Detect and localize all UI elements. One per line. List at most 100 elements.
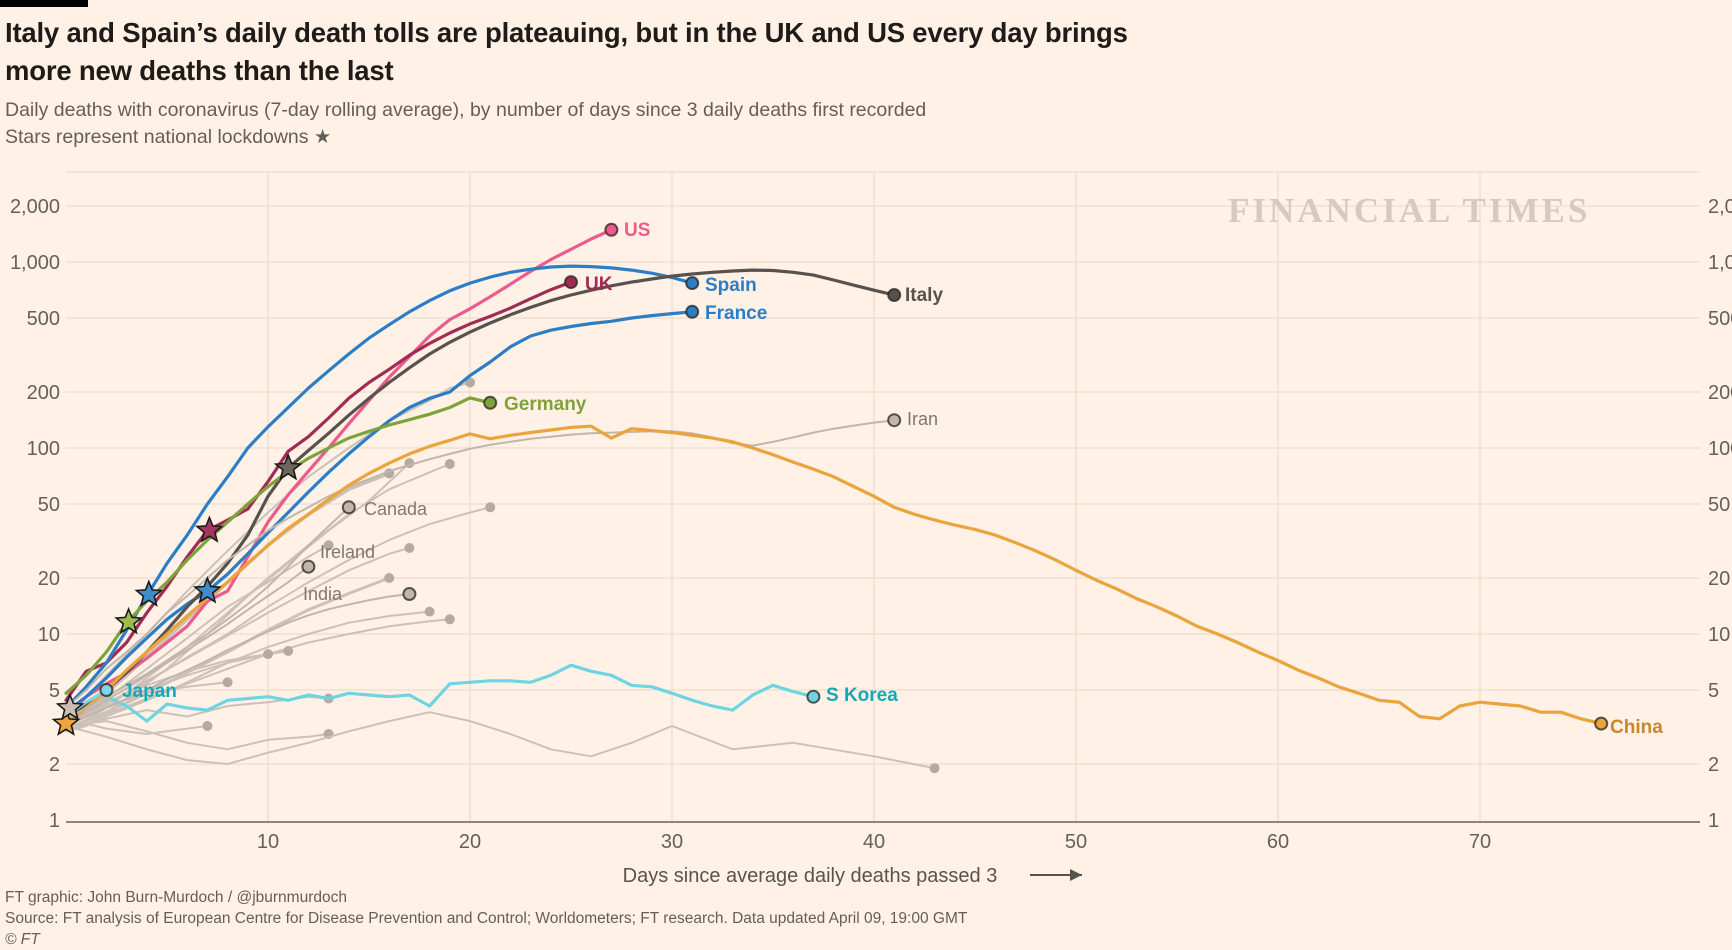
background-country-end-dot xyxy=(404,543,415,553)
background-country-end-dot xyxy=(465,377,475,388)
series-end-dot-iran xyxy=(887,413,902,428)
title-line-2: more new deaths than the last xyxy=(5,55,394,86)
series-line-s-korea xyxy=(104,663,815,723)
background-country-end-dot xyxy=(929,763,940,774)
x-axis-arrowhead xyxy=(1070,869,1082,881)
background-country-end-dot xyxy=(444,614,455,625)
country-label-us: US xyxy=(624,220,650,241)
background-country-line xyxy=(64,576,391,731)
x-axis-title: Days since average daily deaths passed 3 xyxy=(623,865,998,887)
series-end-dot-france xyxy=(685,304,700,319)
y-axis-label-right: 1,000 xyxy=(1708,252,1732,274)
y-axis-label-left: 20 xyxy=(38,568,60,590)
background-country-end-dot xyxy=(485,502,496,513)
series-line-china xyxy=(64,424,1603,726)
country-label-uk: UK xyxy=(585,274,613,295)
x-axis-tick-label: 10 xyxy=(257,831,279,853)
footer-source: Source: FT analysis of European Centre f… xyxy=(5,910,968,927)
country-label-ireland: Ireland xyxy=(320,542,375,562)
series-end-dot-italy xyxy=(887,288,902,302)
lockdown-star-italy xyxy=(273,452,303,481)
country-label-spain: Spain xyxy=(705,275,757,296)
country-label-india: India xyxy=(303,584,343,604)
y-axis-label-left: 1 xyxy=(49,810,60,832)
country-label-germany: Germany xyxy=(504,394,587,415)
y-axis-label-left: 2 xyxy=(49,754,60,776)
background-country-end-dot xyxy=(384,573,395,583)
background-country-line xyxy=(65,711,936,770)
background-country-line xyxy=(65,681,229,725)
series-line-ireland xyxy=(65,565,310,725)
x-axis-tick-label: 20 xyxy=(459,831,481,853)
background-country-line xyxy=(65,610,431,733)
y-axis-label-left: 100 xyxy=(27,438,60,460)
series-line-spain xyxy=(64,264,694,710)
footer-credit: FT graphic: John Burn-Murdoch / @jburnmu… xyxy=(5,889,347,906)
series-end-dot-uk xyxy=(564,275,578,290)
lockdown-star-china xyxy=(51,708,81,736)
y-axis-label-right: 200 xyxy=(1708,382,1732,404)
country-label-s-korea: S Korea xyxy=(826,685,898,706)
financial-times-watermark: FINANCIAL TIMES xyxy=(1228,191,1590,230)
y-axis-label-right: 50 xyxy=(1708,494,1730,516)
series-line-iran xyxy=(65,419,896,709)
subtitle-line-2-lockdown-note: Stars represent national lockdowns ★ xyxy=(5,126,332,148)
background-country-end-dot xyxy=(424,606,435,617)
country-label-canada: Canada xyxy=(364,499,428,519)
x-axis-tick-label: 60 xyxy=(1267,831,1289,853)
page-title: Italy and Spain’s daily death tolls are … xyxy=(5,14,1305,90)
x-axis-tick-label: 70 xyxy=(1469,831,1491,853)
series-line-us xyxy=(64,228,613,719)
country-label-italy: Italy xyxy=(905,285,943,306)
y-axis-label-right: 100 xyxy=(1708,438,1732,460)
background-country-end-dot xyxy=(283,646,294,656)
series-line-uk xyxy=(64,280,573,702)
lockdown-star-germany xyxy=(114,606,144,635)
y-axis-label-left: 10 xyxy=(38,624,60,646)
background-country-end-dot xyxy=(323,540,334,551)
series-end-dot-germany xyxy=(483,395,498,410)
series-line-india xyxy=(65,593,411,727)
y-axis-label-right: 2 xyxy=(1708,754,1719,776)
y-axis-label-left: 500 xyxy=(27,308,60,330)
y-axis-label-right: 10 xyxy=(1708,624,1730,646)
y-axis-label-left: 200 xyxy=(27,382,60,404)
y-axis-label-right: 1 xyxy=(1708,810,1719,832)
series-end-dot-japan xyxy=(99,683,114,697)
x-axis-tick-label: 40 xyxy=(863,831,885,853)
lockdown-star-france xyxy=(192,575,222,604)
country-label-iran: Iran xyxy=(907,409,938,429)
country-label-france: France xyxy=(705,303,767,324)
ft-black-bar xyxy=(0,0,88,7)
background-country-line xyxy=(65,722,209,735)
y-axis-label-left: 5 xyxy=(49,680,60,702)
y-axis-label-right: 2,000 xyxy=(1708,196,1732,218)
series-line-canada xyxy=(65,506,350,720)
lockdown-star-uk xyxy=(195,515,224,543)
series-end-dot-us xyxy=(604,222,619,237)
series-end-dot-s-korea xyxy=(806,689,821,704)
background-country-line xyxy=(65,506,492,723)
y-axis-label-right: 500 xyxy=(1708,308,1732,330)
series-line-italy xyxy=(64,268,896,721)
series-end-dot-ireland xyxy=(301,559,316,574)
country-label-china: China xyxy=(1610,717,1663,738)
series-end-dot-india xyxy=(402,587,417,601)
background-country-line xyxy=(65,547,411,727)
footer-copyright: © FT xyxy=(5,931,40,948)
background-country-end-dot xyxy=(202,721,213,731)
background-country-end-dot xyxy=(263,649,273,660)
x-axis-tick-label: 50 xyxy=(1065,831,1087,853)
background-country-end-dot xyxy=(222,677,233,688)
y-axis-label-left: 50 xyxy=(38,494,60,516)
background-country-line xyxy=(65,720,330,751)
y-axis-label-left: 1,000 xyxy=(10,252,60,274)
chart-subtitle: Daily deaths with coronavirus (7-day rol… xyxy=(5,97,1305,151)
lockdown-star-spain xyxy=(134,579,164,607)
title-line-1: Italy and Spain’s daily death tolls are … xyxy=(5,17,1128,48)
x-axis-tick-label: 30 xyxy=(661,831,683,853)
subtitle-line-1: Daily deaths with coronavirus (7-day rol… xyxy=(5,99,927,121)
country-label-japan: Japan xyxy=(122,681,177,702)
y-axis-label-right: 5 xyxy=(1708,680,1719,702)
